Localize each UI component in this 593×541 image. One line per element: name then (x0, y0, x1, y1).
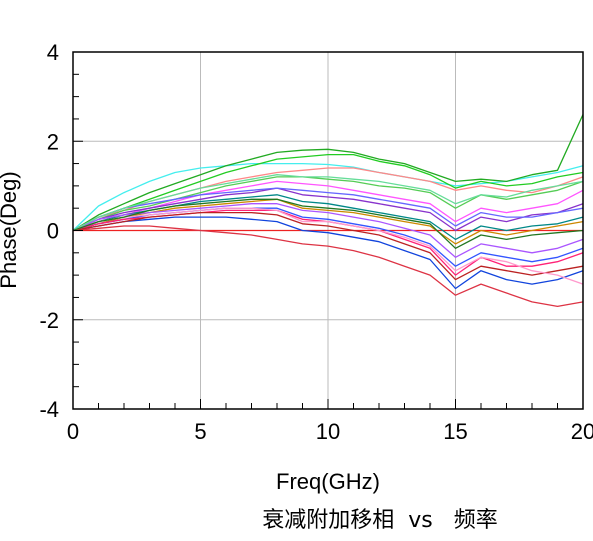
series-line-16 (72, 203, 584, 258)
series-line-18 (72, 174, 584, 232)
x-tick-label: 15 (443, 419, 467, 444)
series-line-6 (72, 176, 584, 232)
series-lines (72, 114, 584, 308)
series-line-8 (72, 187, 584, 232)
x-tick-label: 20 (571, 419, 593, 444)
series-line-14 (72, 225, 584, 308)
y-tick-label: 4 (47, 40, 59, 65)
series-line-17 (72, 211, 584, 281)
y-tick-label: 0 (47, 219, 59, 244)
y-tick-label: -2 (39, 308, 59, 333)
y-axis-label: Phase(Deg) (0, 171, 21, 288)
series-line-2 (72, 162, 584, 231)
x-tick-label: 5 (194, 419, 206, 444)
axis-ticks (72, 51, 584, 410)
chart-caption: 衰减附加移相 vs 频率 (262, 508, 497, 533)
series-line-15 (72, 187, 584, 232)
series-line-20 (72, 198, 584, 249)
series-line-13 (72, 216, 584, 290)
series-line-19 (72, 207, 584, 285)
x-tick-label: 10 (316, 419, 340, 444)
x-tick-label: 0 (67, 419, 79, 444)
series-line-7 (72, 180, 584, 232)
series-line-4 (72, 153, 584, 232)
series-line-3 (72, 114, 584, 232)
x-axis-label: Freq(GHz) (276, 469, 380, 494)
series-line-10 (72, 198, 584, 245)
tick-labels: 0 5 10 15 20 -4 -2 0 2 4 (39, 40, 593, 444)
y-tick-label: -4 (39, 397, 59, 422)
y-tick-label: 2 (47, 129, 59, 154)
